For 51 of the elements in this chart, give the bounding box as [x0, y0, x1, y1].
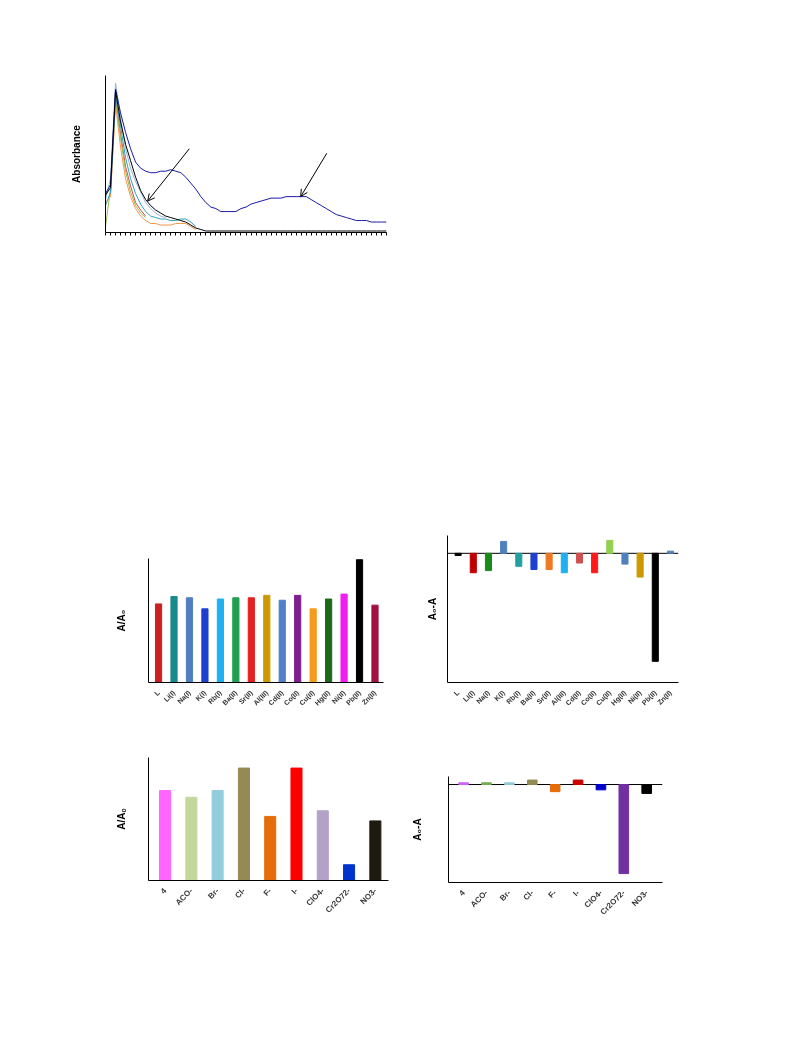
y-axis-title: A₀-A	[426, 597, 438, 621]
bar	[500, 540, 508, 554]
bar	[606, 539, 614, 554]
bar	[264, 815, 277, 881]
bar	[340, 593, 348, 683]
bar	[560, 552, 568, 574]
bar	[201, 608, 209, 683]
x-tick-label: I-	[571, 888, 582, 899]
x-tick-label: Br-	[206, 886, 222, 901]
x-tick-label: 4	[158, 885, 169, 896]
bar	[185, 796, 198, 881]
bar	[263, 594, 271, 683]
x-tick-label: F-	[261, 886, 274, 899]
bar	[530, 552, 538, 571]
bar	[309, 608, 317, 683]
x-tick-label: Br-	[498, 888, 513, 903]
bar	[636, 552, 644, 578]
bar	[369, 820, 382, 881]
bar	[591, 552, 599, 574]
bar	[237, 767, 250, 881]
bar	[185, 597, 194, 683]
bar	[232, 597, 240, 683]
bar	[469, 552, 477, 574]
bar	[545, 552, 553, 571]
bar	[371, 604, 379, 683]
bar	[294, 594, 302, 683]
bar	[575, 552, 583, 564]
bar	[343, 864, 356, 881]
y-axis-title: A/A₀	[115, 609, 127, 632]
bar	[325, 598, 333, 683]
bar	[216, 598, 224, 683]
bar	[484, 552, 492, 572]
bar	[247, 597, 255, 683]
bar	[159, 790, 172, 881]
bar	[290, 767, 303, 881]
y-axis-title: A₀-A	[411, 818, 423, 841]
x-tick-label: 4	[457, 887, 468, 898]
bar	[316, 810, 329, 881]
bar	[666, 550, 674, 554]
y-axis-title: A/Aₒ	[115, 808, 127, 830]
bar	[621, 552, 629, 565]
bar	[154, 603, 163, 683]
bar	[211, 790, 224, 881]
x-tick-label: Cl-	[233, 886, 248, 901]
bar	[170, 596, 178, 683]
bar	[278, 599, 286, 683]
x-tick-label: F-	[546, 888, 559, 901]
x-tick-label: I-	[289, 886, 300, 897]
x-tick-label: Cl-	[521, 888, 536, 903]
y-axis-title: Absorbance	[70, 124, 82, 183]
bar	[515, 552, 523, 567]
